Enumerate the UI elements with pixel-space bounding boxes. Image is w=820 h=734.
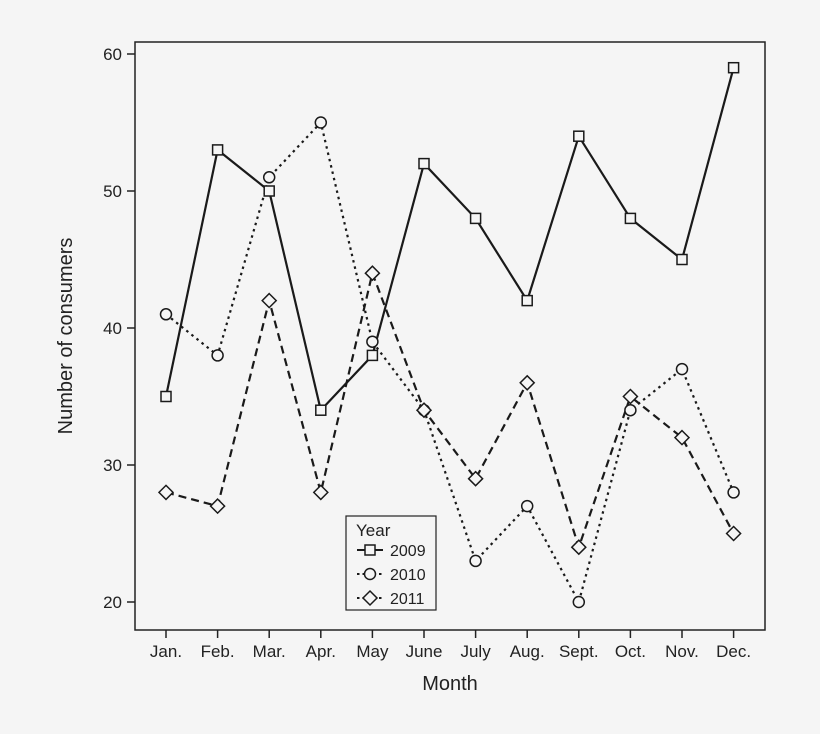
series-line-2011 <box>165 269 735 551</box>
x-tick-label: Feb. <box>201 642 235 661</box>
y-tick-label: 50 <box>103 182 122 201</box>
plot-frame <box>134 41 766 631</box>
x-tick-label: Aug. <box>510 642 545 661</box>
x-tick-label: June <box>406 642 443 661</box>
legend: Year 2009 2010 2011 <box>345 515 437 611</box>
data-point-2010 <box>727 486 740 499</box>
data-point-2010 <box>211 349 224 362</box>
data-point-2011 <box>725 525 742 542</box>
x-tick-label: Apr. <box>306 642 336 661</box>
y-axis-label: Number of consumers <box>55 238 77 435</box>
data-point-2009 <box>418 157 430 170</box>
data-point-2011 <box>364 265 381 282</box>
legend-marker-2011 <box>361 589 379 607</box>
data-point-2009 <box>727 61 740 74</box>
data-point-2011 <box>157 484 175 501</box>
data-point-2009 <box>469 212 482 225</box>
legend-title: Year <box>356 521 391 540</box>
data-point-2011 <box>415 402 433 419</box>
data-point-2009 <box>211 144 224 156</box>
legend-marker-2010 <box>363 567 377 581</box>
data-point-2009 <box>521 294 533 307</box>
legend-box <box>345 515 437 611</box>
x-axis-label: Month <box>422 673 478 695</box>
x-tick-label: Mar. <box>253 642 286 661</box>
series-line-2010 <box>165 120 735 605</box>
data-point-2010 <box>469 554 482 568</box>
data-point-2011 <box>622 388 639 405</box>
data-point-2010 <box>520 499 534 513</box>
data-point-2011 <box>209 498 226 515</box>
data-point-2011 <box>673 429 691 446</box>
x-tick-label: Oct. <box>615 642 646 661</box>
data-point-2009 <box>315 404 327 416</box>
data-point-2010 <box>675 362 689 376</box>
x-tick-label: Nov. <box>665 642 699 661</box>
data-point-2010 <box>624 403 637 417</box>
data-point-2009 <box>160 390 172 403</box>
legend-label: 2011 <box>390 591 425 608</box>
data-point-2009 <box>624 212 637 225</box>
x-tick-label: May <box>356 642 389 661</box>
y-tick-label: 20 <box>103 593 122 612</box>
legend-label: 2009 <box>390 543 426 560</box>
x-tick-label: Sept. <box>559 642 599 661</box>
data-point-2009 <box>676 253 688 266</box>
data-point-2010 <box>262 171 276 184</box>
data-point-2010 <box>366 335 379 348</box>
series-line-2009 <box>164 67 735 413</box>
legend-label: 2010 <box>390 567 426 584</box>
data-point-2010 <box>572 595 586 609</box>
data-point-2011 <box>519 374 536 391</box>
x-tick-label: July <box>460 642 491 661</box>
data-point-2011 <box>467 470 484 487</box>
legend-marker-2009 <box>364 544 376 556</box>
data-point-2011 <box>261 292 278 309</box>
data-point-2011 <box>312 484 329 501</box>
y-tick-label: 30 <box>103 456 122 475</box>
data-point-2010 <box>314 116 328 129</box>
data-point-2010 <box>159 308 173 321</box>
data-point-2009 <box>366 349 379 362</box>
x-tick-label: Jan. <box>150 642 182 661</box>
y-tick-label: 60 <box>103 45 122 64</box>
data-point-2009 <box>573 130 585 142</box>
data-point-2011 <box>570 539 587 556</box>
x-tick-label: Dec. <box>716 642 751 661</box>
data-point-2009 <box>263 185 275 197</box>
y-tick-label: 40 <box>103 319 122 338</box>
